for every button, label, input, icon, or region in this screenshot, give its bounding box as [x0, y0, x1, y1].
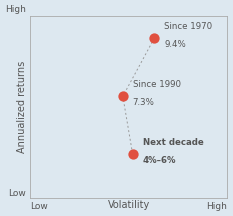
Text: 4%–6%: 4%–6%	[143, 156, 176, 165]
Point	[153, 36, 156, 40]
Point	[121, 95, 125, 98]
Text: 9.4%: 9.4%	[164, 40, 186, 49]
Text: Low: Low	[8, 189, 26, 198]
Text: Next decade: Next decade	[143, 138, 203, 147]
Text: High: High	[207, 202, 227, 211]
Y-axis label: Annualized returns: Annualized returns	[17, 61, 27, 153]
Text: Since 1990: Since 1990	[133, 80, 181, 89]
Text: High: High	[5, 5, 26, 14]
X-axis label: Volatility: Volatility	[108, 200, 150, 210]
Text: Since 1970: Since 1970	[164, 22, 212, 31]
Text: Low: Low	[30, 202, 48, 211]
Text: 7.3%: 7.3%	[133, 98, 154, 107]
Point	[131, 153, 134, 156]
